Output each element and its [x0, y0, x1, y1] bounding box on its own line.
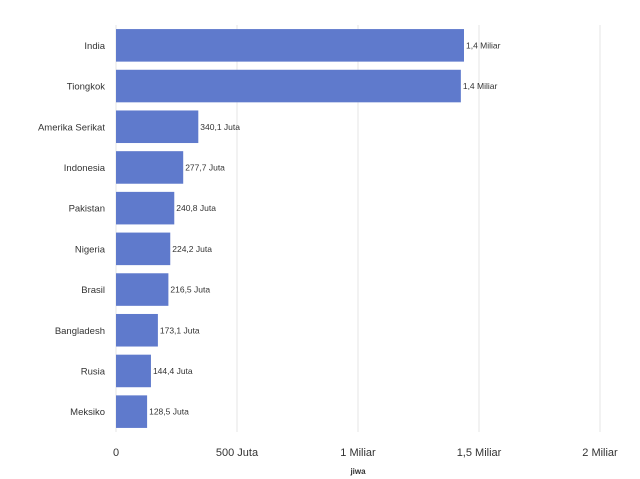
- bar[interactable]: [116, 232, 171, 266]
- bar[interactable]: [116, 273, 169, 306]
- bar[interactable]: [116, 69, 461, 103]
- x-tick-label: 500 Juta: [216, 447, 259, 459]
- bar[interactable]: [116, 29, 464, 62]
- category-label: Amerika Serikat: [38, 122, 105, 133]
- category-label: Pakistan: [69, 204, 105, 215]
- category-label: Brasil: [81, 285, 105, 296]
- value-label: 340,1 Juta: [200, 122, 240, 132]
- bar[interactable]: [116, 395, 148, 428]
- category-label: Rusia: [81, 366, 106, 377]
- value-label: 1,4 Miliar: [466, 40, 501, 50]
- bar[interactable]: [116, 191, 175, 225]
- value-label: 240,8 Juta: [176, 203, 216, 213]
- category-label: Nigeria: [75, 244, 106, 255]
- value-label: 224,2 Juta: [172, 244, 212, 254]
- x-tick-label: 1,5 Miliar: [457, 447, 502, 459]
- category-label: Meksiko: [70, 407, 105, 418]
- bar[interactable]: [116, 313, 158, 347]
- x-axis-title: jiwa: [349, 467, 366, 476]
- bar[interactable]: [116, 354, 151, 388]
- x-tick-labels: 0 500 Juta 1 Miliar 1,5 Miliar 2 Miliar: [113, 447, 618, 459]
- category-label: Bangladesh: [55, 326, 105, 337]
- value-label: 277,7 Juta: [185, 162, 225, 172]
- category-labels: India Tiongkok Amerika Serikat Indonesia Pak…: [38, 41, 106, 418]
- value-label: 173,1 Juta: [160, 325, 200, 335]
- value-label: 144,4 Juta: [153, 366, 193, 376]
- bar[interactable]: [116, 151, 184, 184]
- value-label: 216,5 Juta: [170, 285, 210, 295]
- value-labels: 1,4 Miliar 1,4 Miliar 340,1 Juta 277,7 Juta…: [149, 40, 501, 416]
- bar[interactable]: [116, 110, 199, 144]
- category-label: India: [84, 41, 105, 52]
- x-tick-label: 2 Miliar: [582, 447, 618, 459]
- value-label: 128,5 Juta: [149, 407, 189, 417]
- bars: [116, 29, 464, 428]
- x-tick-label: 0: [113, 447, 119, 459]
- category-label: Indonesia: [64, 163, 106, 174]
- x-tick-label: 1 Miliar: [340, 447, 376, 459]
- category-label: Tiongkok: [67, 82, 105, 93]
- value-label: 1,4 Miliar: [463, 81, 498, 91]
